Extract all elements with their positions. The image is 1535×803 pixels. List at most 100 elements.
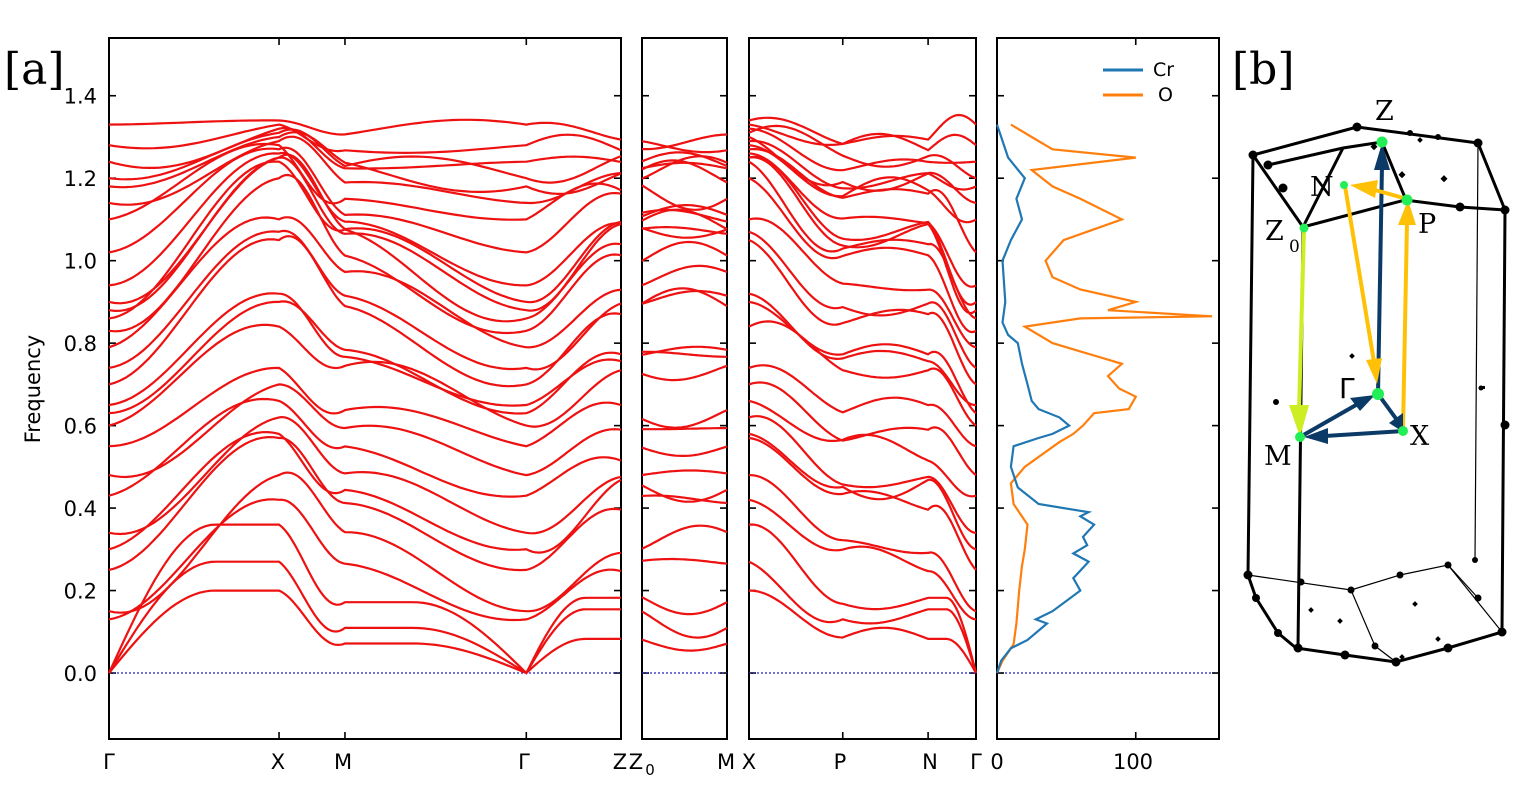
phonon-band [748, 292, 976, 407]
phonon-band [748, 135, 977, 192]
bz-label-p: P [1418, 209, 1436, 240]
k-label-n: N [922, 750, 938, 774]
y-tick-label: 1.0 [64, 250, 97, 274]
phonon-band [748, 381, 977, 476]
phonon-band [748, 127, 977, 172]
phonon-band [748, 113, 977, 146]
phonon-band [108, 397, 622, 498]
phonon-band [641, 469, 728, 477]
k-label-z0: Z [629, 750, 643, 774]
y-tick-label: 0.4 [64, 497, 97, 521]
bz-path-arrows [1289, 143, 1416, 444]
dos-series-cr [995, 124, 1096, 674]
k-label-z: Z [613, 750, 627, 774]
phonon-band [108, 131, 622, 196]
y-tick-label: 1.4 [64, 85, 97, 109]
phonon-band [749, 589, 977, 674]
bz-label-z0: Z [1265, 216, 1284, 247]
band-panel [748, 37, 978, 740]
k-label-m: M [717, 750, 735, 774]
panel-frame [108, 37, 622, 740]
k-label-gamma: Γ [518, 750, 530, 774]
k-path-labels: Γ X M Γ Z Z 0 M X P N Γ [103, 750, 982, 779]
k-label-x: X [742, 750, 756, 774]
phonon-band [642, 133, 728, 151]
phonon-band [748, 523, 978, 674]
phonon-band [108, 415, 622, 536]
bz-point-x [1398, 426, 1408, 436]
phonon-band [108, 151, 622, 287]
bz-point-z [1376, 136, 1388, 148]
phonon-band [108, 471, 622, 614]
bz-point-n [1340, 181, 1348, 189]
phonon-band [748, 560, 978, 674]
bz-label-z0-subscript: 0 [1289, 237, 1300, 257]
band-panel [108, 37, 622, 740]
dos-legend: Cr O [1103, 59, 1174, 106]
y-tick-label: 0.2 [64, 580, 97, 604]
panel-a-label: [a] [4, 44, 65, 95]
phonon-band [108, 123, 622, 155]
phonon-band [748, 123, 977, 152]
phonon-band [108, 118, 622, 141]
panel-frame [641, 37, 728, 740]
phonon-band [108, 366, 622, 448]
phonon-band [748, 177, 977, 334]
phonon-band [641, 240, 728, 262]
phonon-band [641, 184, 728, 211]
bz-point-z0 [1299, 223, 1309, 233]
phonon-band [108, 292, 622, 407]
phonon-band [641, 596, 728, 616]
phonon-band [108, 300, 622, 415]
phonon-band [108, 229, 622, 371]
phonon-band [108, 589, 621, 675]
phonon-band [108, 126, 622, 170]
phonon-band [641, 638, 728, 652]
k-label-m: M [334, 750, 352, 774]
phonon-band [641, 610, 728, 639]
phonon-band [641, 264, 728, 287]
phonon-band [642, 426, 728, 431]
dos-panel [995, 37, 1220, 740]
phonon-band [641, 151, 728, 168]
phonon-band [748, 230, 977, 369]
bz-label-z: Z [1375, 96, 1394, 127]
dos-series-o [995, 123, 1213, 674]
y-tick-labels: 0.0 0.2 0.4 0.6 0.8 1.0 1.2 1.4 [64, 85, 97, 686]
bz-label-x: X [1410, 421, 1430, 452]
phonon-band [108, 153, 622, 305]
k-label-z0-subscript: 0 [645, 761, 655, 779]
phonon-band [641, 524, 728, 550]
dos-x-tick-label: 0 [990, 750, 1003, 774]
phonon-band [108, 560, 621, 675]
phonon-band [108, 146, 622, 254]
phonon-band [641, 409, 728, 429]
phonon-band [641, 226, 728, 235]
bz-point-p [1401, 194, 1413, 206]
phonon-band [641, 445, 728, 457]
phonon-band [748, 364, 977, 448]
y-tick-label: 0.8 [64, 332, 97, 356]
phonon-band [641, 204, 728, 218]
phonon-band [748, 155, 977, 306]
brillouin-zone-diagram: Z N P Z 0 Γ X M [1243, 96, 1510, 667]
phonon-band [748, 415, 977, 534]
phonon-band [108, 435, 622, 572]
bz-hidden-edges [1247, 142, 1503, 663]
dos-x-tick-label: 100 [1113, 750, 1153, 774]
phonon-band [641, 226, 728, 239]
phonon-band [748, 156, 977, 315]
phonon-band [108, 323, 622, 428]
k-label-gamma: Γ [970, 750, 982, 774]
phonon-band [108, 156, 622, 313]
bz-label-m: M [1264, 441, 1292, 472]
phonon-band [641, 494, 728, 505]
phonon-band [748, 436, 977, 571]
phonon-band [641, 161, 728, 170]
panel-b-label: [b] [1232, 44, 1295, 95]
y-axis-label: Frequency [21, 335, 45, 444]
bz-label-n: N [1310, 172, 1334, 203]
legend-label-cr: Cr [1153, 59, 1174, 81]
phonon-band [641, 484, 728, 503]
